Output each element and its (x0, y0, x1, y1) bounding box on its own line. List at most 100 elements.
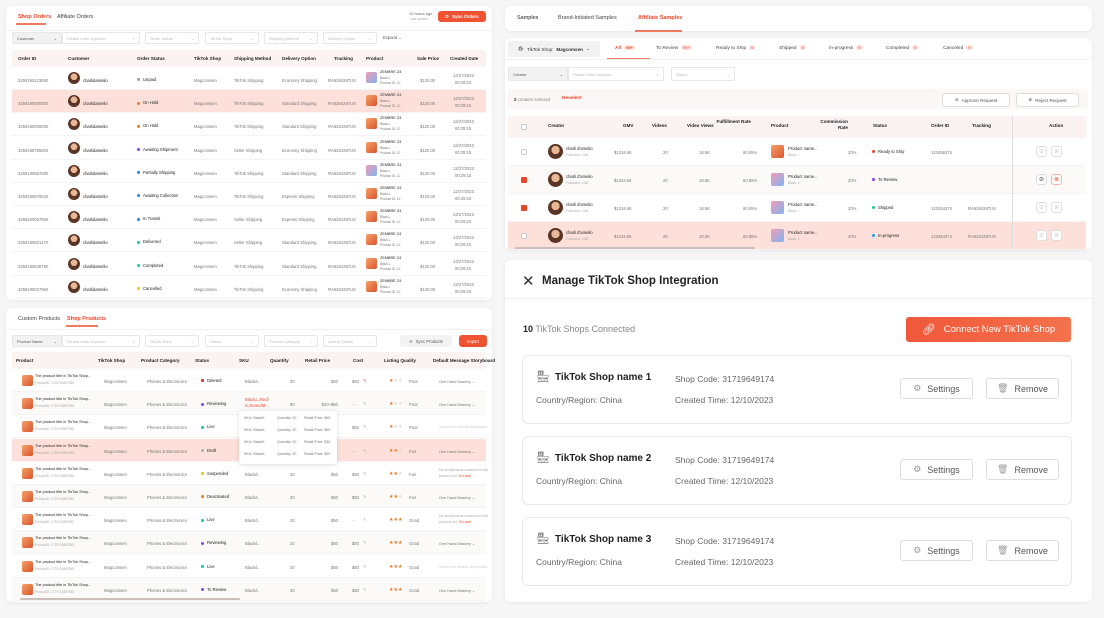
edit-icon[interactable]: ✎ (363, 378, 367, 383)
storyboard-select[interactable]: One Hand Mastery ⌄ (439, 542, 476, 547)
settings-button[interactable]: ⚙ Settings (900, 540, 973, 561)
shipping-method-select[interactable]: Shipping Method ⌄ (264, 32, 318, 44)
product-row[interactable]: The product title in TikTok Shop... Produ… (12, 531, 486, 555)
product-row[interactable]: The product title in TikTok Shop... Produ… (12, 577, 486, 601)
status-tab[interactable]: To Review 99+ (656, 45, 692, 51)
remove-button[interactable]: 🗑︎ Remove (986, 378, 1059, 399)
remove-button[interactable]: 🗑︎ Remove (986, 540, 1059, 561)
edit-icon[interactable]: ✎ (363, 447, 367, 453)
status-tab[interactable]: Shipped 9 (779, 45, 806, 51)
order-row[interactable]: 3258190638750 charlidamelio Completed Magco… (12, 253, 486, 276)
storyboard-select[interactable]: One Hand Mastery ⌄ (439, 588, 476, 593)
reject-request-button[interactable]: ⊗ Reject Request (1016, 93, 1079, 107)
reject-icon[interactable]: ⊗ (1051, 174, 1062, 185)
tab-shop-products[interactable]: Shop Products (67, 316, 107, 322)
product-shop-select[interactable]: TikTok Shop ⌄ (145, 335, 199, 347)
edit-icon[interactable]: ✎ (363, 424, 367, 430)
edit-icon[interactable]: ✎ (363, 563, 367, 569)
order-row[interactable]: 3258190027960 charlidamelio Cancelled Magco… (12, 276, 486, 299)
tab-shop-orders[interactable]: Shop Orders (18, 14, 52, 20)
sample-status-select[interactable]: Status ⌄ (671, 67, 735, 81)
row-checkbox[interactable] (521, 149, 527, 155)
status-tab[interactable]: In-progress 9 (829, 45, 863, 51)
shop-selector[interactable]: 🛍 TikTok Shop: Magcomsen ⌄ (508, 41, 600, 57)
reject-icon[interactable]: ⊗ (1051, 230, 1062, 241)
horizontal-scrollbar[interactable] (20, 598, 240, 600)
sync-orders-button[interactable]: ⟳ Sync Orders (438, 11, 486, 22)
product-category-select[interactable]: Product Category ⌄ (264, 335, 318, 347)
order-status-select[interactable]: Order Status ⌄ (145, 32, 199, 44)
customer-filter-select[interactable]: Customer ⌄ (12, 32, 62, 44)
import-button[interactable]: Import (459, 335, 487, 347)
product-name-select[interactable]: Product Name ⌄ (12, 335, 62, 347)
storyboard-select[interactable]: Select the default storyboard (439, 425, 488, 430)
remove-button[interactable]: 🗑︎ Remove (986, 459, 1059, 480)
storyboard-select[interactable]: One Hand Mastery ⌄ (439, 403, 476, 408)
order-row[interactable]: 3258198765902 charlidamelio Awaiting Shipm… (12, 137, 486, 160)
sync-products-button[interactable]: ⟳ Sync Products (400, 335, 452, 347)
approve-icon[interactable]: ⊘ (1036, 230, 1047, 241)
edit-icon[interactable]: ✎ (363, 540, 367, 546)
order-row[interactable]: 3258190567680 charlidamelio Partially Ship… (12, 160, 486, 183)
connect-new-shop-button[interactable]: 🔗︎ Connect New TikTok Shop (906, 317, 1071, 342)
select-all-checkbox[interactable] (521, 124, 527, 130)
edit-icon[interactable]: ✎ (363, 401, 367, 407)
tab-samples[interactable]: Samples (517, 15, 539, 21)
settings-button[interactable]: ⚙ Settings (900, 459, 973, 480)
order-row[interactable]: 3258190057950 charlidamelio In Transit Magc… (12, 206, 486, 230)
order-row[interactable]: 3258190123650 charlidamelio Unpaid Magcomse… (12, 67, 486, 90)
row-checkbox[interactable] (521, 177, 527, 183)
listing-quality-select[interactable]: Listing Quality ⌄ (323, 335, 377, 347)
status-tab[interactable]: All 99+ (615, 45, 635, 51)
order-row[interactable]: 3258190000000 charlidamelio On Hold Magcoms… (12, 90, 486, 114)
sample-row[interactable]: charli d'amelio Followers: 10M $1234.56 20 1… (508, 138, 1086, 166)
settings-button[interactable]: ⚙ Settings (900, 378, 973, 399)
reject-icon[interactable]: ⊗ (1051, 202, 1062, 213)
row-checkbox[interactable] (521, 233, 527, 239)
product-status-select[interactable]: Status ⌄ (205, 335, 259, 347)
status-tab[interactable]: Ready to Ship 9 (716, 45, 756, 51)
go-add-link[interactable]: Go add (458, 520, 471, 525)
storyboard-select[interactable]: Select the default storyboard (439, 564, 488, 569)
sample-row[interactable]: charli d'amelio Followers: 10M $1234.56 20 1… (508, 194, 1086, 222)
tiktok-shop-select[interactable]: TikTok Shop ⌄ (205, 32, 259, 44)
sku-link[interactable]: Black,L,Red/ S,Green/M... (245, 397, 269, 409)
row-checkbox[interactable] (521, 205, 527, 211)
status-tab[interactable]: Canceled 9 (943, 45, 973, 51)
sample-row[interactable]: charli d'amelio Followers: 10M $1234.56 20 1… (508, 222, 1086, 250)
storyboard-select[interactable]: One Hand Mastery ⌄ (439, 380, 476, 384)
reject-icon[interactable]: ⊗ (1051, 146, 1062, 157)
sample-row[interactable]: charli d'amelio Followers: 10M $1234.56 20 1… (508, 166, 1086, 194)
close-icon[interactable]: ✕ (522, 273, 535, 290)
edit-icon[interactable]: ✎ (363, 494, 367, 499)
horizontal-scrollbar[interactable] (515, 247, 755, 249)
expand-filters-button[interactable]: Expand ⌄ (383, 35, 402, 40)
approve-icon[interactable]: ⊘ (1036, 202, 1047, 213)
tab-custom-products[interactable]: Custom Products (18, 316, 61, 322)
order-row[interactable]: 3258190501470 charlidamelio Delivered Magco… (12, 229, 486, 253)
tab-brand-initiated-samples[interactable]: Brand-Initiated Samples (558, 15, 617, 21)
deselect-link[interactable]: Deselect (562, 96, 582, 101)
product-row[interactable]: The product title in TikTok Shop... Produ… (12, 485, 486, 508)
order-row[interactable]: 3258190876540 charlidamelio Awaiting Colle… (12, 183, 486, 206)
product-search-input[interactable]: Please enter keyword ⌕ (62, 335, 140, 347)
tab-affiliate-orders[interactable]: Affiliate Orders (57, 14, 94, 20)
product-row[interactable]: The product title in TikTok Shop... Produ… (12, 369, 486, 392)
product-row[interactable]: The product title in TikTok Shop... Produ… (12, 555, 488, 578)
delivery-option-select[interactable]: Delivery Option ⌄ (323, 32, 377, 44)
order-row[interactable]: 3258190000000 charlidamelio On Hold Magcoms… (12, 113, 486, 137)
storyboard-select[interactable]: One Hand Mastery ⌄ (439, 496, 476, 500)
creator-select[interactable]: Creator ⌄ (508, 67, 568, 81)
status-tab[interactable]: Completed 9 (886, 45, 919, 51)
product-row[interactable]: The product title in TikTok Shop... Produ… (12, 508, 488, 532)
edit-icon[interactable]: ✎ (363, 586, 367, 592)
product-row[interactable]: The product title in TikTok Shop... Produ… (12, 462, 488, 485)
approve-icon[interactable]: ⊘ (1036, 146, 1047, 157)
approve-request-button[interactable]: ⊘ Approve Request (942, 93, 1010, 107)
tab-affiliate-samples[interactable]: Affiliate Samples (638, 15, 683, 21)
edit-icon[interactable]: ✎ (363, 470, 367, 476)
go-add-link[interactable]: Go add (458, 473, 471, 478)
storyboard-select[interactable]: One Hand Mastery ⌄ (439, 449, 476, 454)
creator-search-input[interactable]: Please enter keyword ⌕ (568, 67, 664, 81)
order-search-input[interactable]: Please enter keyword ⌕ (62, 32, 140, 44)
